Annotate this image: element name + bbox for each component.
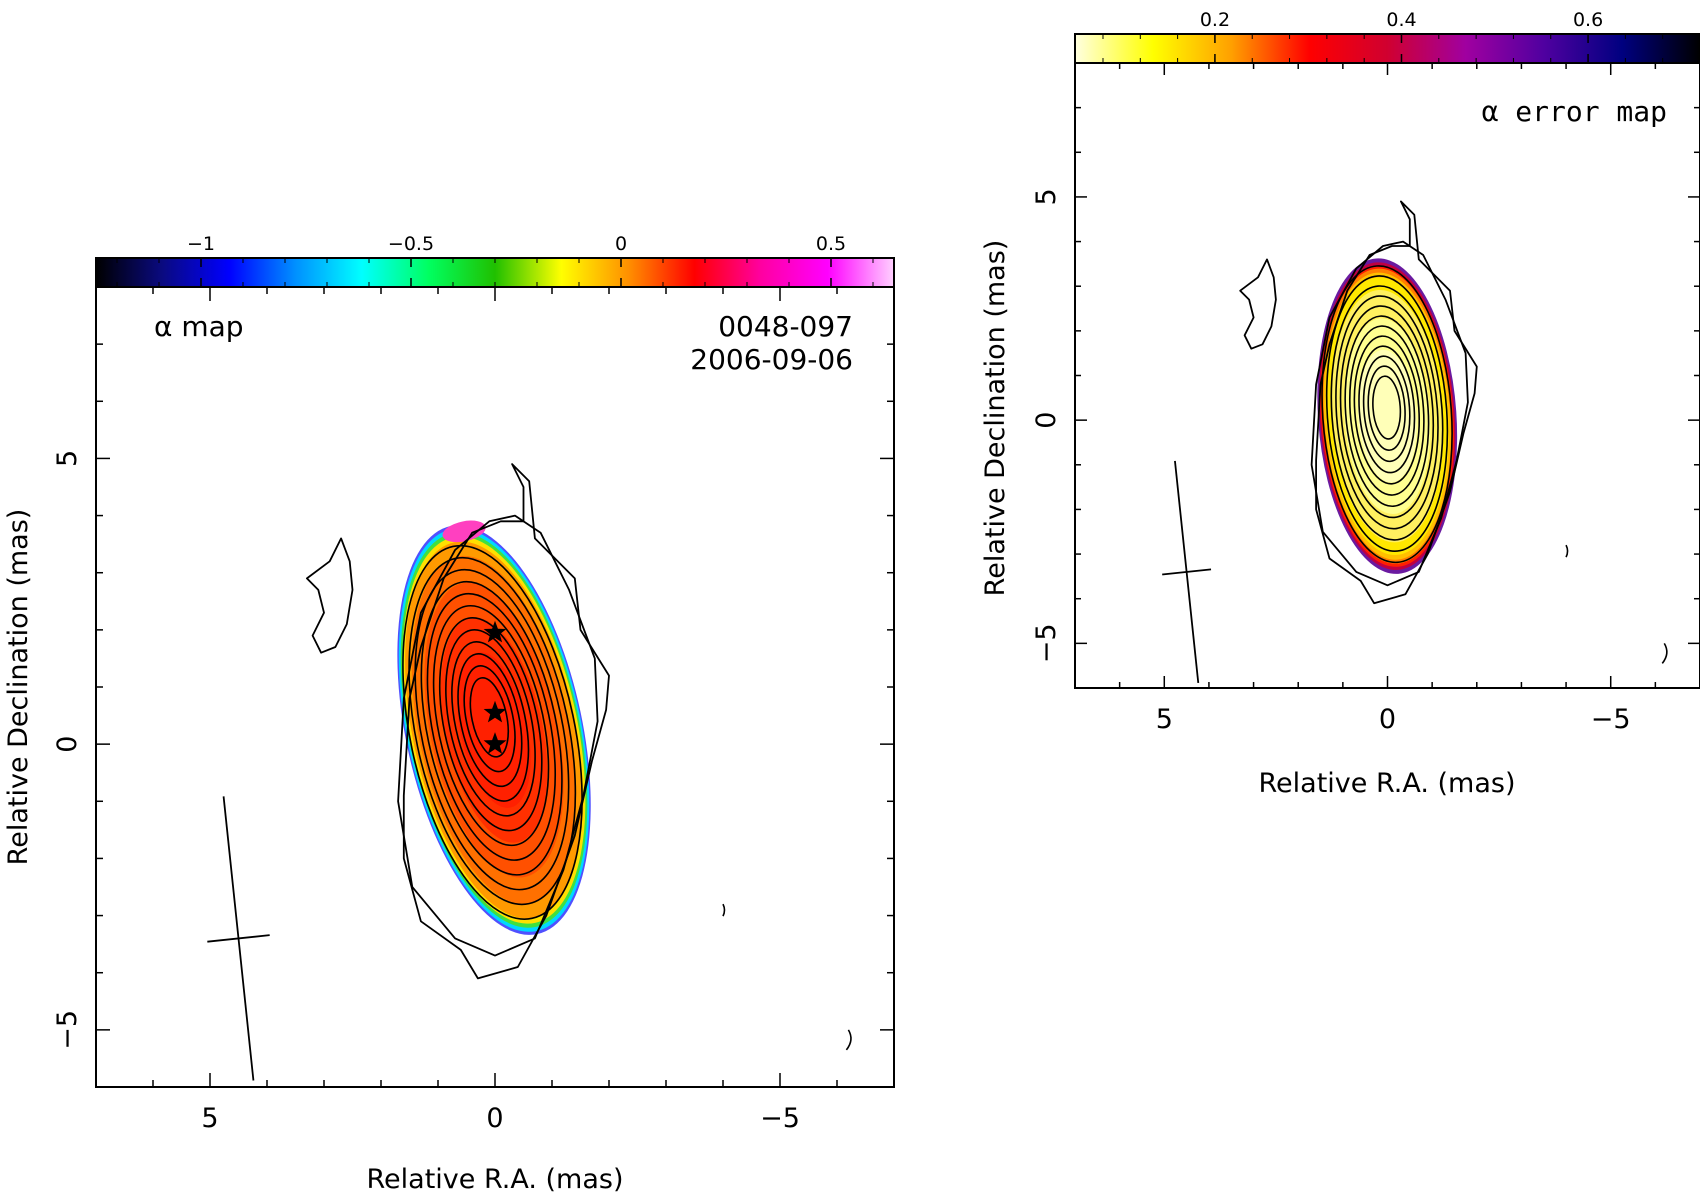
y-tick-label: 5 — [52, 450, 83, 467]
component-star-marker — [483, 732, 507, 754]
x-tick-label: 0 — [486, 1103, 503, 1134]
error-x-axis-title: Relative R.A. (mas) — [1259, 768, 1516, 799]
secondary-blob-contour — [1239, 258, 1277, 350]
source-name: 0048-097 — [718, 310, 853, 343]
contour-level — [1330, 285, 1444, 541]
contour-level — [414, 568, 570, 891]
colorbar-tick-label: 0.2 — [1200, 9, 1230, 31]
alpha-map-image — [207, 463, 852, 1081]
component-star-marker — [483, 620, 507, 643]
y-tick-label: 5 — [1031, 188, 1062, 205]
x-tick-label: −5 — [760, 1103, 800, 1134]
contour-level — [463, 665, 516, 773]
observation-date: 2006-09-06 — [690, 343, 853, 376]
colorbar-tick-label: 0.5 — [816, 233, 846, 255]
contour-level — [451, 641, 530, 802]
alpha-map-axes: 5 0 −5 −5 0 5 — [52, 286, 895, 1134]
alpha-fill-cap — [442, 520, 486, 543]
outer-contour-2 — [1310, 240, 1469, 587]
component-star-marker — [483, 700, 507, 723]
contour-level — [1353, 335, 1420, 485]
colorbar-error-ticks: 0.2 0.4 0.6 — [1102, 9, 1664, 63]
colorbar-tick-label: −1 — [187, 233, 215, 255]
beam-cross — [207, 796, 270, 1081]
error-contours — [1321, 265, 1453, 564]
error-map-image — [1162, 200, 1668, 684]
contour-level — [402, 544, 583, 920]
beam-minor-axis — [207, 934, 270, 943]
secondary-blob-contour — [306, 537, 354, 654]
contour-level — [1339, 305, 1435, 519]
contour-level — [1367, 365, 1406, 451]
colorbar-tick-label: −0.5 — [388, 233, 434, 255]
colorbar-error — [1074, 33, 1700, 64]
contour-level — [1344, 315, 1430, 508]
error-beam-cross — [1162, 460, 1212, 684]
small-contour — [1565, 544, 1569, 558]
contour-level — [432, 604, 550, 847]
alpha-outer-contours — [306, 463, 852, 1051]
error-outer-contours — [1239, 200, 1668, 664]
alpha-y-axis-title: Relative Declination (mas) — [3, 509, 34, 866]
component-markers — [483, 620, 507, 754]
small-contour — [845, 1029, 852, 1051]
contour-level — [426, 592, 557, 861]
contour-level — [1321, 265, 1453, 564]
colorbar-tick-label: 0.4 — [1386, 9, 1416, 31]
contour-level — [1325, 275, 1449, 552]
alpha-emission-region — [397, 520, 591, 935]
x-tick-label: 5 — [201, 1103, 218, 1134]
contour-level — [1372, 375, 1402, 440]
contour-level — [1335, 295, 1439, 530]
contour-level — [1348, 325, 1425, 496]
colorbar-tick-label: 0 — [615, 233, 627, 255]
error-fill-band — [1357, 349, 1417, 483]
alpha-map-label: α map — [154, 310, 244, 343]
small-contour — [1661, 642, 1668, 664]
contour-level — [469, 677, 510, 758]
beam-minor-axis — [1162, 568, 1212, 576]
error-map-label: α error map — [1482, 95, 1667, 128]
outer-contour-2 — [397, 514, 599, 957]
y-tick-label: 0 — [52, 736, 83, 753]
y-tick-label: −5 — [1031, 623, 1062, 663]
contour-level — [457, 653, 523, 788]
x-tick-label: 5 — [1156, 704, 1173, 735]
error-map-axes: 5 0 −5 −5 0 5 — [1031, 62, 1700, 735]
x-tick-label: 0 — [1379, 704, 1396, 735]
colorbar-tick-label: 0.6 — [1573, 9, 1603, 31]
alpha-x-axis-title: Relative R.A. (mas) — [367, 1164, 624, 1195]
colorbar-alpha-ticks: −1 −0.5 0 0.5 — [116, 233, 874, 287]
alpha-contours — [402, 544, 583, 920]
contour-level — [1358, 345, 1416, 474]
x-tick-label: −5 — [1591, 704, 1631, 735]
contour-level — [1362, 355, 1411, 463]
alpha-map-panel: −1 −0.5 0 0.5 5 0 −5 −5 0 5 α map 0048-097 2006-… — [3, 233, 895, 1195]
contour-level — [438, 616, 543, 832]
error-y-axis-title: Relative Declination (mas) — [980, 240, 1011, 597]
small-contour — [722, 903, 726, 917]
contour-level — [445, 628, 536, 817]
y-tick-label: −5 — [52, 1010, 83, 1050]
y-tick-label: 0 — [1031, 412, 1062, 429]
error-map-panel: 0.2 0.4 0.6 5 0 −5 −5 0 5 α error map Relative … — [980, 9, 1700, 799]
contour-level — [420, 580, 563, 876]
